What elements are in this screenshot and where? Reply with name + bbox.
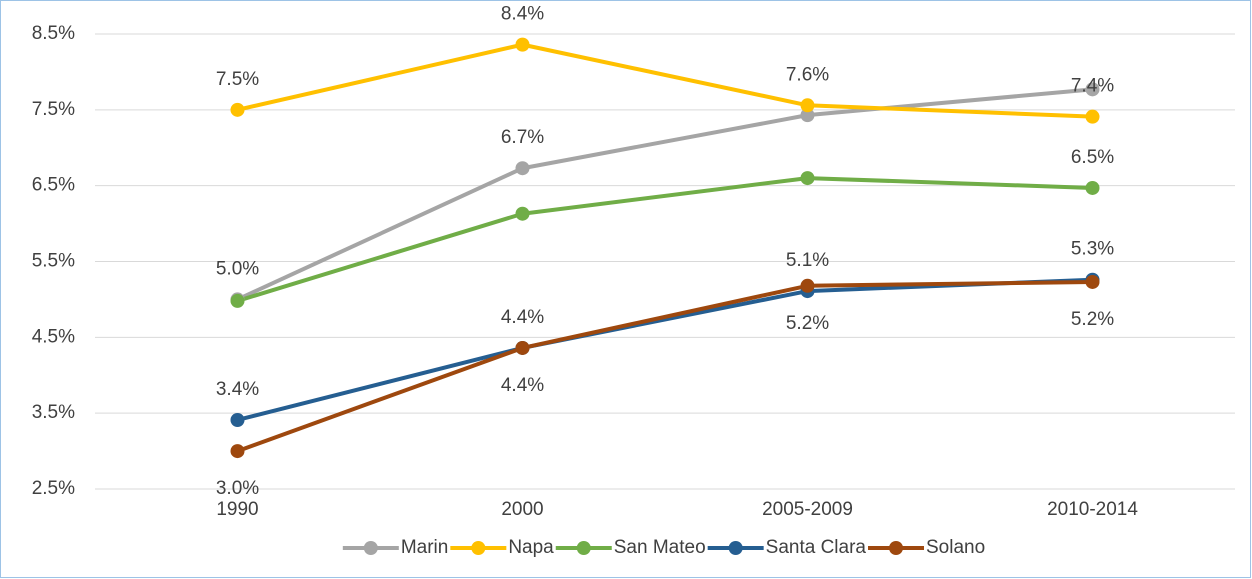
data-label: 4.4% [501,375,544,396]
legend-marker [576,541,591,555]
data-label: 5.1% [786,250,829,271]
legend-marker [363,541,378,555]
series-line [236,87,1093,302]
x-tick-label: 2010-2014 [1047,499,1138,520]
point [515,340,530,355]
data-label: 6.5% [1071,147,1114,168]
legend-marker [728,541,743,555]
point [1085,180,1100,195]
legend-label: Solano [926,537,985,558]
data-label: 5.3% [1071,239,1114,260]
series-line [237,42,1093,119]
data-label: 3.4% [216,379,259,400]
legend-marker [889,541,904,555]
legend-marker [471,541,486,555]
point [1085,274,1100,289]
data-label: 4.4% [501,307,544,328]
point [230,444,245,459]
point [800,98,815,113]
y-tick-label: 6.5% [32,175,75,196]
data-label: 7.4% [1071,76,1114,97]
x-tick-label: 2000 [501,499,543,520]
y-tick-label: 3.5% [32,402,75,423]
point [230,102,245,117]
point [1085,82,1100,97]
legend-label: Marin [401,537,449,558]
data-label: 8.4% [501,4,544,25]
series-line [236,176,1093,303]
legend-label: Santa Clara [766,537,867,558]
series-line [236,279,1093,453]
y-tick-label: 4.5% [32,326,75,347]
x-tick-label: 1990 [216,499,258,520]
point [515,161,530,176]
data-label: 5.2% [786,313,829,334]
point [230,412,245,427]
data-label: 5.0% [216,258,259,279]
point [800,278,815,293]
x-tick-label: 2005-2009 [762,499,853,520]
point [800,108,815,123]
data-label: 3.0% [216,478,259,499]
legend-label: Napa [508,537,554,558]
data-label: 7.6% [786,64,829,85]
data-label: 6.7% [501,127,544,148]
data-label: 7.5% [216,69,259,90]
y-tick-label: 5.5% [32,251,75,272]
data-label: 5.2% [1071,309,1114,330]
point [800,171,815,186]
point [230,293,245,308]
legend-label: San Mateo [614,537,706,558]
point [515,206,530,221]
y-tick-label: 2.5% [32,478,75,499]
point [515,37,530,52]
point [1085,109,1100,124]
y-tick-label: 7.5% [32,99,75,120]
y-tick-label: 8.5% [32,23,75,44]
